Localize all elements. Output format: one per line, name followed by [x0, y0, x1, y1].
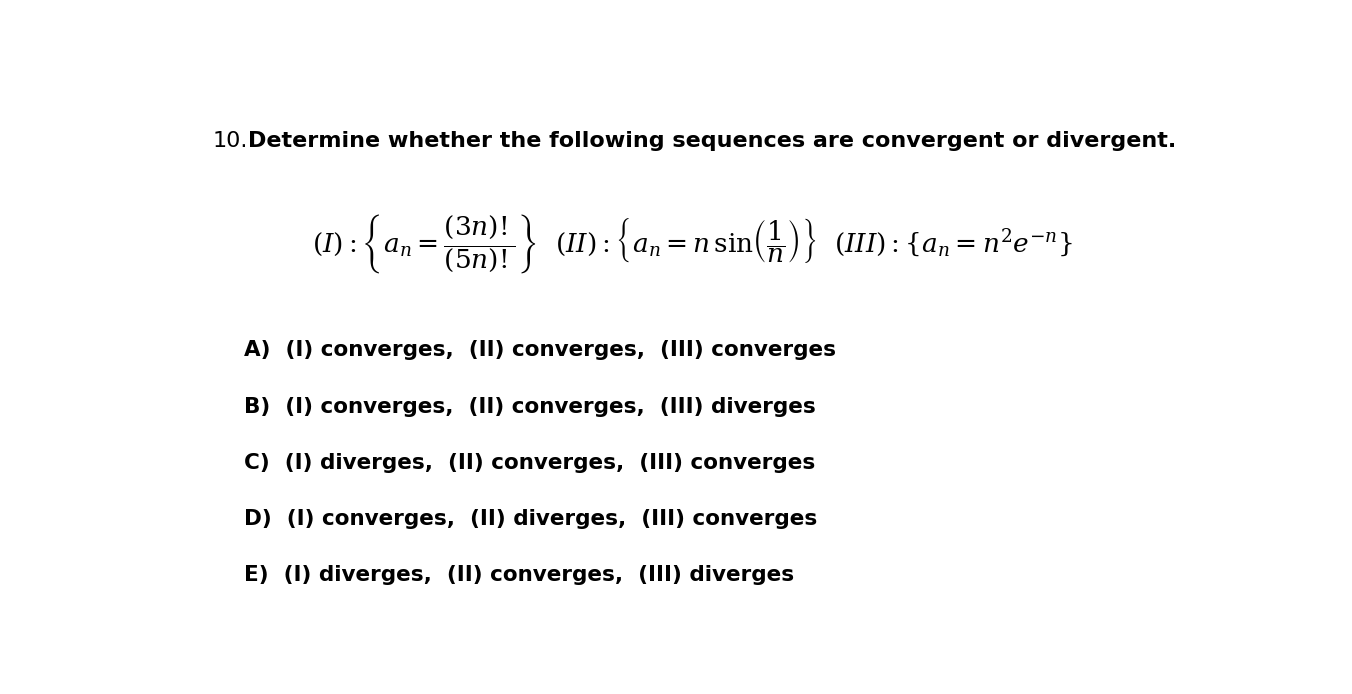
- Text: D)  (I) converges,  (II) diverges,  (III) converges: D) (I) converges, (II) diverges, (III) c…: [245, 509, 818, 529]
- Text: Determine whether the following sequences are convergent or divergent.: Determine whether the following sequence…: [247, 131, 1176, 151]
- Text: E)  (I) diverges,  (II) converges,  (III) diverges: E) (I) diverges, (II) converges, (III) d…: [245, 565, 795, 585]
- Text: 10.: 10.: [214, 131, 249, 151]
- Text: C)  (I) diverges,  (II) converges,  (III) converges: C) (I) diverges, (II) converges, (III) c…: [245, 452, 815, 473]
- Text: B)  (I) converges,  (II) converges,  (III) diverges: B) (I) converges, (II) converges, (III) …: [245, 396, 817, 416]
- Text: $(I) : \left\{a_n = \dfrac{(3n)!}{(5n)!}\right\}$  $(II) : \left\{a_n = n\,\sin\: $(I) : \left\{a_n = \dfrac{(3n)!}{(5n)!}…: [312, 212, 1073, 275]
- Text: A)  (I) converges,  (II) converges,  (III) converges: A) (I) converges, (II) converges, (III) …: [245, 341, 837, 360]
